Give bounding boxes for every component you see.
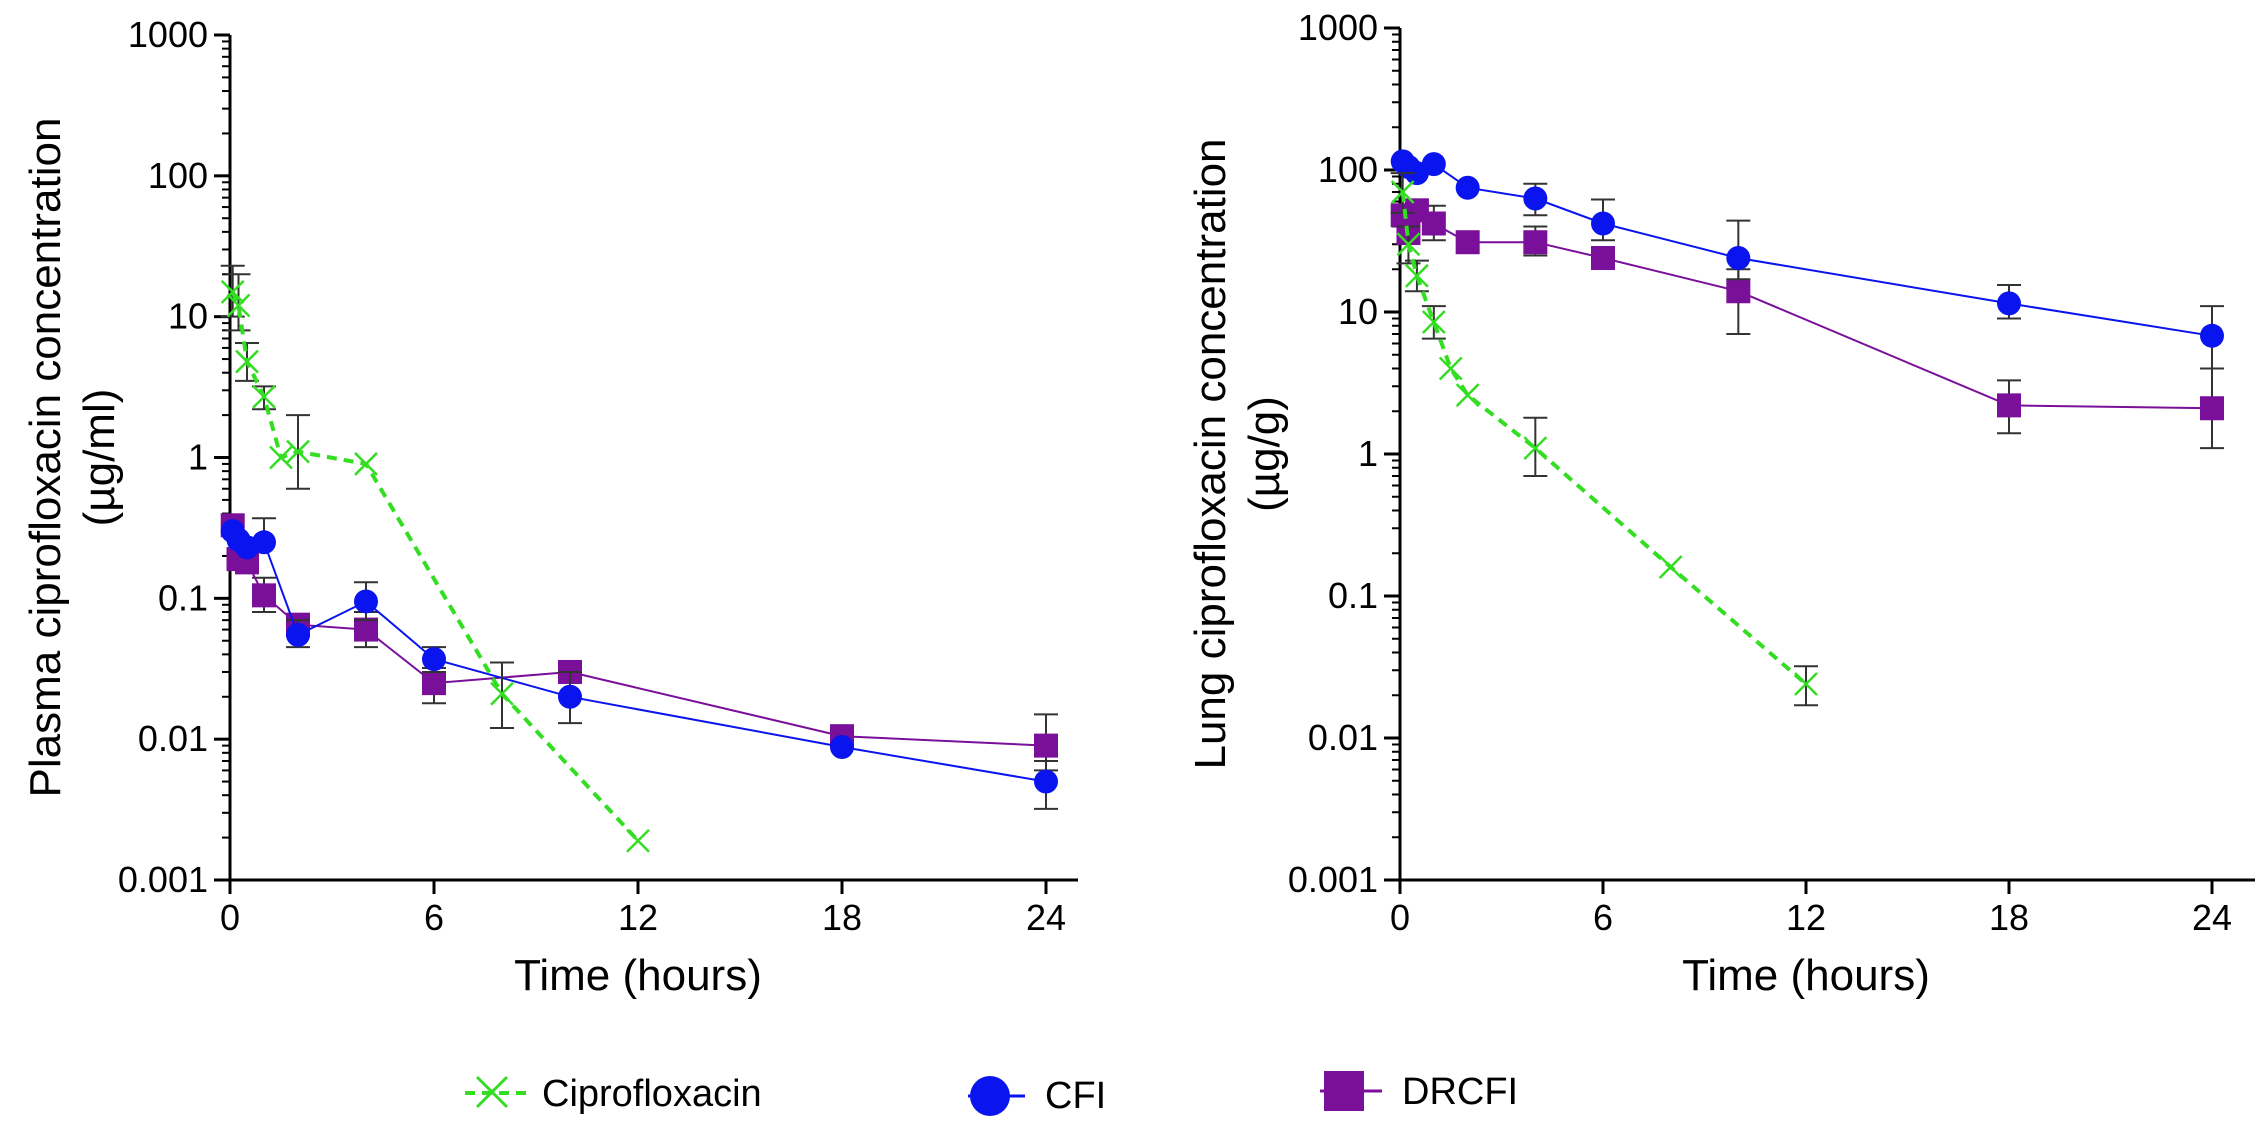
y-axis-title-line1: Plasma ciprofloxacin concentration <box>21 118 70 798</box>
legend-label-drcfi: DRCFI <box>1402 1071 1518 1113</box>
y-tick-label: 0.001 <box>118 859 208 900</box>
y-tick-label: 1 <box>188 437 208 478</box>
data-point <box>286 622 310 647</box>
data-point <box>1390 180 1415 204</box>
data-point <box>422 647 446 672</box>
data-point <box>1421 310 1446 334</box>
y-axis-title-line2: (µg/g) <box>1240 396 1289 512</box>
data-point <box>269 445 293 470</box>
legend-item-cfi: CFI <box>968 1075 1106 1117</box>
series-line <box>231 530 1047 783</box>
y-tick-label: 100 <box>1318 149 1378 190</box>
data-point <box>226 293 251 318</box>
legend: Ciprofloxacin CFI DRCFI <box>465 1071 1518 1117</box>
series-ciprofloxacin-plasma <box>220 264 650 853</box>
data-point <box>286 439 310 464</box>
data-point <box>1658 555 1683 579</box>
y-tick-label: 0.1 <box>158 577 208 618</box>
data-point <box>1405 263 1429 288</box>
data-point <box>422 671 446 696</box>
data-point <box>1455 383 1480 407</box>
series-ciprofloxacin-lung <box>1390 172 1818 707</box>
legend-marker-ciprofloxacin <box>475 1075 509 1109</box>
x-axis-title: Time (hours) <box>514 951 762 1000</box>
x-axis-title: Time (hours) <box>1682 951 1930 1000</box>
y-tick-label: 1000 <box>128 14 208 55</box>
y-tick-label: 10 <box>1338 291 1378 332</box>
x-tick-label: 12 <box>1786 897 1826 938</box>
data-point <box>490 681 514 706</box>
data-point <box>1455 175 1480 200</box>
y-tick-label: 0.1 <box>1328 575 1378 616</box>
data-point <box>1794 672 1818 696</box>
series-cfi-lung <box>1390 149 2224 370</box>
legend-marker-drcfi <box>1324 1071 1364 1111</box>
data-point <box>1726 279 1751 304</box>
x-tick-label: 0 <box>1390 897 1410 938</box>
data-point <box>1455 230 1480 255</box>
data-point <box>252 384 276 409</box>
x-tick-label: 6 <box>1593 897 1613 938</box>
data-point <box>2200 323 2224 348</box>
data-point <box>354 617 378 642</box>
data-point <box>354 452 378 476</box>
data-point <box>235 349 259 374</box>
lung-panel: 0.001 0.01 0.1 1 10 100 1000 0 6 12 18 24 Time (hour… <box>1186 7 2255 1000</box>
y-axis-title-line2: (µg/ml) <box>75 389 124 527</box>
data-point <box>1726 246 1751 271</box>
data-point <box>1591 246 1615 271</box>
data-point <box>1523 436 1548 461</box>
x-tick-label: 24 <box>1026 897 1066 938</box>
x-tick-label: 12 <box>618 897 658 938</box>
data-point <box>252 583 276 608</box>
data-point <box>1591 211 1615 236</box>
x-tick-label: 24 <box>2192 897 2232 938</box>
data-point <box>1034 733 1058 758</box>
x-tick-label: 0 <box>220 897 240 938</box>
legend-label-cfi: CFI <box>1045 1075 1106 1117</box>
y-axis-title: Lung ciprofloxacin concentration (µg/g) <box>1186 138 1289 769</box>
data-point <box>252 530 276 555</box>
y-axis-title-line1: Lung ciprofloxacin concentration <box>1186 138 1235 769</box>
x-tick-label: 6 <box>424 897 444 938</box>
legend-item-ciprofloxacin: Ciprofloxacin <box>465 1073 762 1115</box>
series-line <box>230 291 640 843</box>
series-cfi-plasma <box>220 517 1058 810</box>
data-point <box>1997 393 2021 418</box>
legend-label-ciprofloxacin: Ciprofloxacin <box>542 1073 762 1115</box>
data-point <box>1523 186 1548 211</box>
y-tick-label: 1000 <box>1298 7 1378 48</box>
legend-item-drcfi: DRCFI <box>1320 1071 1518 1113</box>
x-tick-label: 18 <box>822 897 862 938</box>
data-point <box>626 828 650 853</box>
data-point <box>1438 356 1463 381</box>
y-tick-label: 0.001 <box>1288 859 1378 900</box>
data-point <box>2200 396 2224 421</box>
data-point <box>1523 230 1548 255</box>
x-tick-label: 18 <box>1989 897 2029 938</box>
data-point <box>1997 291 2021 316</box>
data-point <box>1421 211 1446 236</box>
data-point <box>1396 232 1421 257</box>
y-tick-label: 0.01 <box>1308 717 1378 758</box>
y-tick-label: 1 <box>1358 433 1378 474</box>
plasma-panel: 0.001 0.01 0.1 1 10 100 1000 0 6 12 18 24 Time (hour… <box>21 14 1078 1000</box>
series-drcfi-plasma <box>220 513 1058 772</box>
data-point <box>220 279 245 304</box>
data-point <box>830 734 854 759</box>
data-point <box>558 684 582 709</box>
y-axis-title: Plasma ciprofloxacin concentration (µg/ml… <box>21 118 124 798</box>
y-tick-label: 100 <box>148 155 208 196</box>
y-tick-label: 10 <box>168 296 208 337</box>
data-point <box>1034 769 1058 794</box>
data-point <box>354 589 378 614</box>
data-point <box>1421 152 1446 177</box>
series-drcfi-lung <box>1390 198 2224 450</box>
legend-marker-cfi <box>970 1076 1010 1116</box>
y-tick-label: 0.01 <box>138 718 208 759</box>
